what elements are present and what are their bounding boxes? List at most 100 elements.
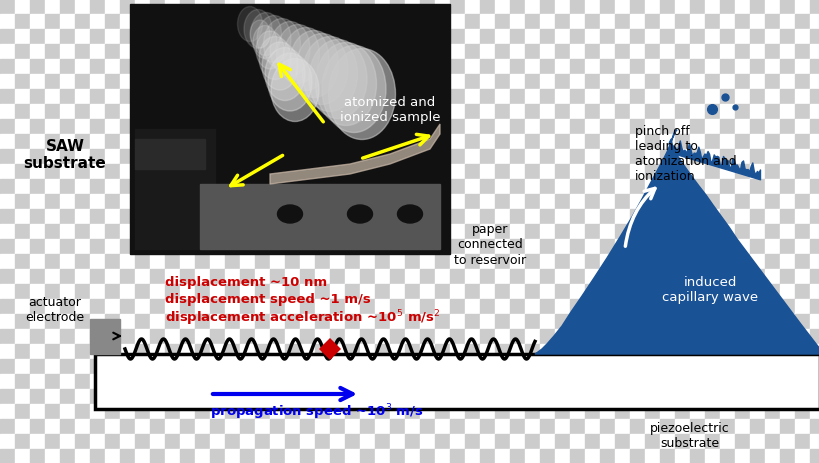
Bar [105, 180, 120, 194]
Bar [495, 120, 509, 135]
Bar [15, 329, 30, 344]
Bar [689, 329, 704, 344]
Bar [180, 419, 195, 434]
Bar [540, 45, 554, 60]
Bar [734, 359, 749, 374]
Bar [269, 165, 285, 180]
Bar [95, 354, 819, 409]
Bar [165, 194, 180, 210]
Bar [600, 30, 614, 45]
Bar [269, 314, 285, 329]
Bar [794, 105, 809, 120]
Bar [495, 300, 509, 314]
Bar [195, 389, 210, 404]
Bar [629, 210, 645, 225]
Bar [524, 314, 540, 329]
Bar [540, 90, 554, 105]
Bar [255, 120, 269, 135]
Bar [629, 45, 645, 60]
Bar [180, 329, 195, 344]
Bar [75, 449, 90, 463]
Bar [645, 180, 659, 194]
Bar [210, 269, 224, 284]
Bar [569, 150, 584, 165]
Bar [300, 449, 314, 463]
Bar [719, 284, 734, 300]
Bar [509, 165, 524, 180]
Bar [120, 60, 135, 75]
Bar [584, 75, 600, 90]
Bar [210, 284, 224, 300]
Bar [360, 150, 374, 165]
Bar [210, 165, 224, 180]
Bar [120, 75, 135, 90]
Bar [195, 150, 210, 165]
Bar [540, 15, 554, 30]
Bar [150, 434, 165, 449]
Bar [269, 120, 285, 135]
Bar [135, 329, 150, 344]
Bar [495, 404, 509, 419]
Bar [749, 0, 764, 15]
Bar [674, 210, 689, 225]
Bar [419, 105, 434, 120]
Bar [600, 15, 614, 30]
Bar [779, 15, 794, 30]
Bar [180, 150, 195, 165]
Bar [45, 359, 60, 374]
Bar [0, 239, 15, 255]
Bar [405, 374, 419, 389]
Bar [390, 359, 405, 374]
Bar [405, 150, 419, 165]
Bar [345, 314, 360, 329]
Bar [464, 359, 479, 374]
Bar [329, 225, 345, 239]
Bar [614, 449, 629, 463]
Bar [240, 389, 255, 404]
Bar [554, 389, 569, 404]
Bar [749, 239, 764, 255]
Bar [600, 314, 614, 329]
Bar [749, 300, 764, 314]
Bar [734, 434, 749, 449]
Bar [464, 210, 479, 225]
Bar [224, 329, 240, 344]
Bar [345, 180, 360, 194]
Bar [794, 210, 809, 225]
Bar [434, 329, 450, 344]
Bar [60, 419, 75, 434]
Bar [779, 269, 794, 284]
Bar [600, 194, 614, 210]
Bar [659, 314, 674, 329]
Bar [419, 225, 434, 239]
Bar [809, 15, 819, 30]
Bar [704, 90, 719, 105]
Bar [450, 359, 464, 374]
Bar [629, 269, 645, 284]
Bar [419, 329, 434, 344]
Bar [450, 374, 464, 389]
Bar [314, 449, 329, 463]
Bar [105, 314, 120, 329]
Bar [30, 239, 45, 255]
Bar [540, 269, 554, 284]
Bar [674, 120, 689, 135]
Bar [629, 194, 645, 210]
Bar [645, 150, 659, 165]
Bar [584, 359, 600, 374]
Bar [600, 0, 614, 15]
Bar [764, 255, 779, 269]
Bar [360, 90, 374, 105]
Bar [60, 434, 75, 449]
Bar [390, 449, 405, 463]
Bar [540, 0, 554, 15]
Bar [60, 30, 75, 45]
Bar [135, 45, 150, 60]
Bar [569, 434, 584, 449]
Bar [345, 120, 360, 135]
Bar [674, 239, 689, 255]
Bar [659, 120, 674, 135]
Bar [405, 120, 419, 135]
Bar [464, 180, 479, 194]
Bar [614, 404, 629, 419]
